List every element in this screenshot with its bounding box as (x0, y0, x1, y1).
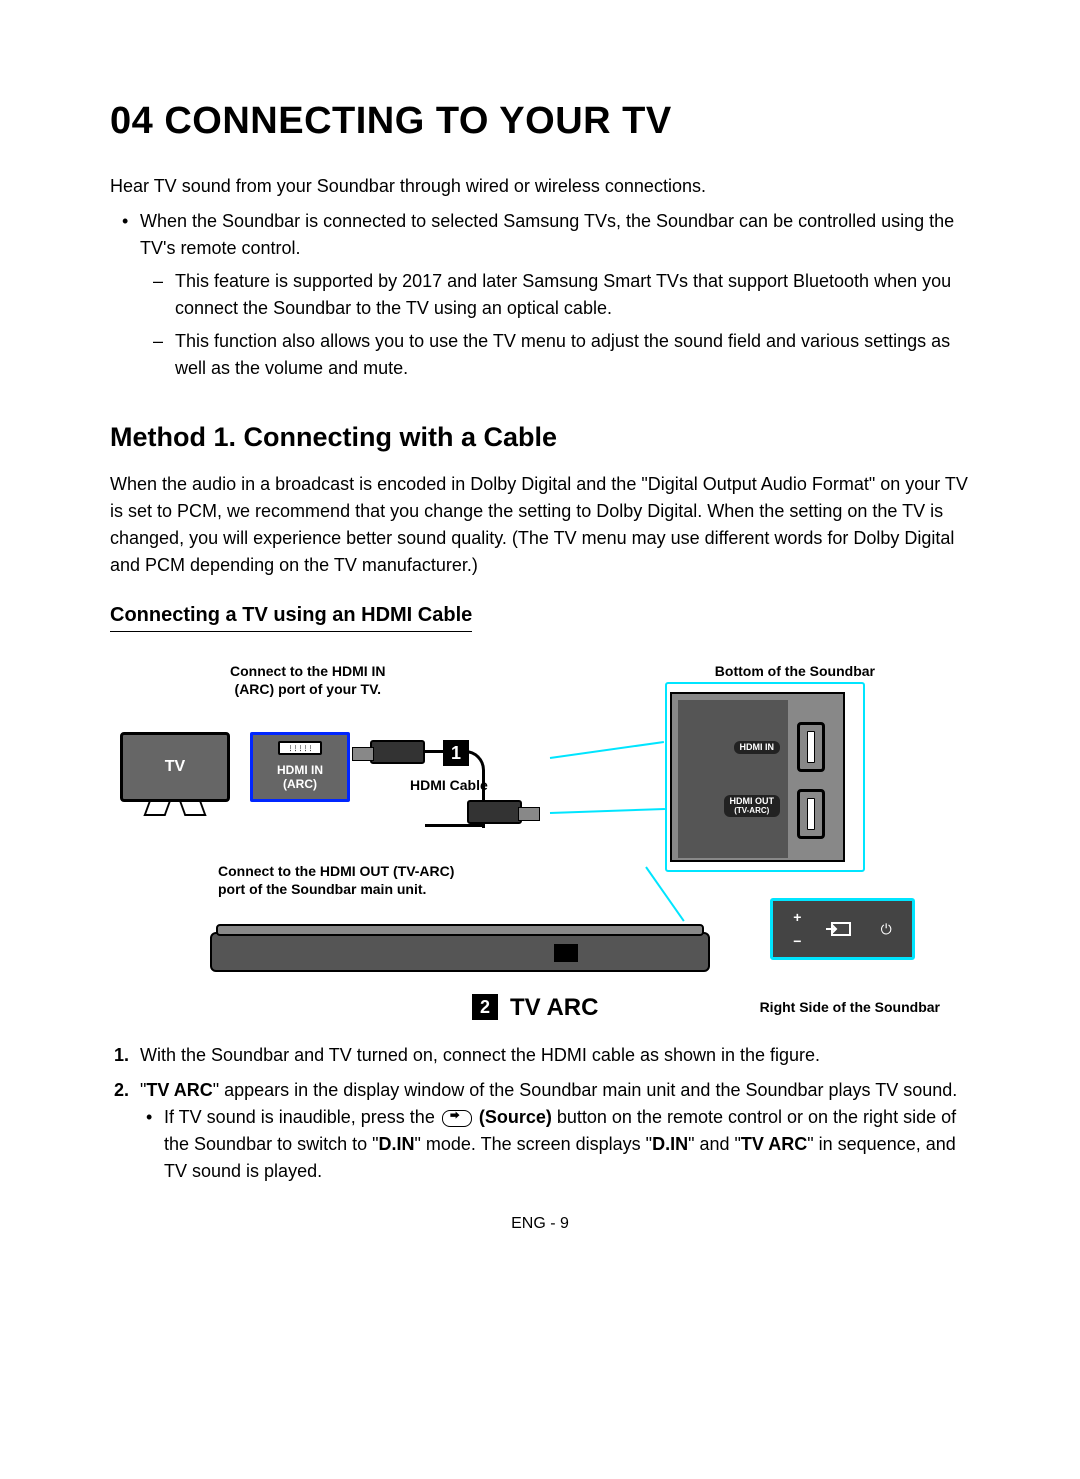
hdmi-connector-2-icon (467, 800, 522, 824)
label-line-1: Connect to the HDMI IN (230, 663, 386, 679)
callout-line-icon (550, 741, 664, 759)
soundbar-device-icon (210, 932, 710, 972)
label-hdmi-in-instruction: Connect to the HDMI IN (ARC) port of you… (230, 662, 386, 698)
soundbar-top-icon (216, 924, 704, 936)
section-title: 04 CONNECTING TO YOUR TV (110, 100, 970, 143)
right-side-label: Right Side of the Soundbar (760, 998, 940, 1016)
step-2-sub-item: If TV sound is inaudible, press the (Sou… (164, 1104, 970, 1185)
step-1-marker: 1 (443, 740, 469, 766)
sub-din1: D.IN (379, 1134, 415, 1154)
hdmi-out-line2: (TV-ARC) (734, 806, 769, 815)
intro-bullet-list: When the Soundbar is connected to select… (110, 208, 970, 382)
tv-label: TV (165, 758, 185, 776)
hdmi-out-label-2: port of the Soundbar main unit. (218, 881, 426, 897)
hdmi-in-port-label: HDMI IN (734, 741, 781, 754)
label-bottom-soundbar: Bottom of the Soundbar (715, 662, 875, 680)
method-heading: Method 1. Connecting with a Cable (110, 422, 970, 453)
sub-mid3: " and " (688, 1134, 741, 1154)
step-2-marker: 2 (472, 994, 498, 1020)
sub-source-bold: (Source) (479, 1107, 552, 1127)
label-line-2: (ARC) port of your TV. (235, 681, 381, 697)
step-2-sub-list: If TV sound is inaudible, press the (Sou… (140, 1104, 970, 1185)
hdmi-out-label-1: Connect to the HDMI OUT (TV-ARC) (218, 863, 454, 879)
step-2-number: 2. (114, 1077, 129, 1104)
hdmi-arc-label: (ARC) (283, 777, 317, 791)
step-2: 2. "TV ARC" appears in the display windo… (140, 1077, 970, 1185)
hdmi-out-port-label: HDMI OUT (TV-ARC) (724, 795, 781, 817)
hdmi-port-in-icon (797, 722, 825, 772)
tv-arc-display-label: TV ARC (510, 994, 598, 1022)
hdmi-port-out-icon (797, 789, 825, 839)
sub-din2: D.IN (652, 1134, 688, 1154)
sub-mid2: " mode. The screen displays " (415, 1134, 653, 1154)
sub-bluetooth-feature: This feature is supported by 2017 and la… (175, 268, 970, 322)
hdmi-in-arc-box: HDMI IN (ARC) (250, 732, 350, 802)
sub-prefix: If TV sound is inaudible, press the (164, 1107, 440, 1127)
subsection-heading: Connecting a TV using an HDMI Cable (110, 604, 472, 632)
step-2-text: " appears in the display window of the S… (213, 1080, 958, 1100)
step-1: 1. With the Soundbar and TV turned on, c… (140, 1042, 970, 1069)
hdmi-out-line1: HDMI OUT (730, 796, 775, 806)
page-footer: ENG - 9 (110, 1215, 970, 1233)
callout-line-2-icon (550, 808, 665, 814)
hdmi-in-label: HDMI IN (277, 763, 323, 777)
power-icon: ⏻ (881, 921, 892, 938)
hdmi-connector-1-icon (370, 740, 425, 764)
bullet-remote-control: When the Soundbar is connected to select… (140, 208, 970, 262)
soundbar-port-area: HDMI IN HDMI OUT (TV-ARC) (678, 700, 788, 858)
instruction-steps: 1. With the Soundbar and TV turned on, c… (110, 1042, 970, 1185)
hdmi-cable-label: HDMI Cable (410, 777, 488, 793)
step-2-tv-arc: TV ARC (146, 1080, 212, 1100)
source-icon-inline (442, 1110, 472, 1127)
sub-tvarc: TV ARC (741, 1134, 807, 1154)
section-title-text: CONNECTING TO YOUR TV (164, 100, 671, 142)
soundbar-right-panel: + − ⏻ (770, 898, 915, 960)
intro-sub-list: This feature is supported by 2017 and la… (140, 268, 970, 382)
method-paragraph: When the audio in a broadcast is encoded… (110, 471, 970, 579)
sub-tv-menu: This function also allows you to use the… (175, 328, 970, 382)
step-1-number: 1. (114, 1042, 129, 1069)
volume-control-icon: + − (793, 909, 801, 949)
callout-line-4-icon (645, 866, 684, 921)
tv-icon: TV (120, 732, 230, 802)
source-button-icon (826, 919, 856, 939)
tv-stand-icon (146, 802, 204, 814)
section-number: 04 (110, 100, 153, 142)
step-1-text: With the Soundbar and TV turned on, conn… (140, 1045, 820, 1065)
soundbar-bottom-panel: HDMI IN HDMI OUT (TV-ARC) (670, 692, 845, 862)
intro-paragraph: Hear TV sound from your Soundbar through… (110, 173, 970, 200)
connection-diagram: Connect to the HDMI IN (ARC) port of you… (110, 652, 970, 1022)
label-hdmi-out-instruction: Connect to the HDMI OUT (TV-ARC) port of… (218, 862, 454, 898)
soundbar-display-icon (554, 944, 578, 962)
hdmi-port-icon (278, 741, 322, 755)
